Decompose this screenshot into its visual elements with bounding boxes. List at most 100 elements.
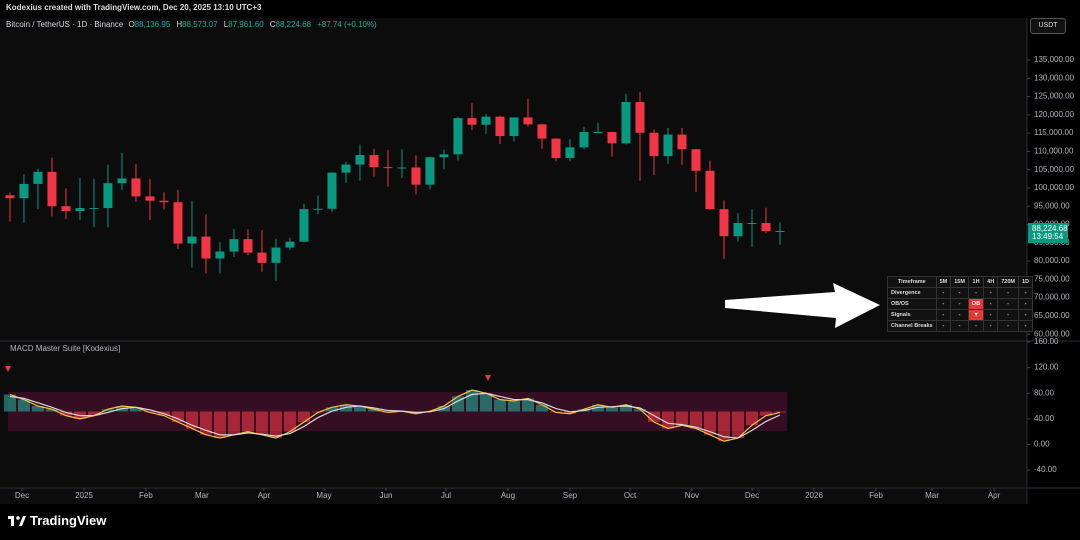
candle-body <box>747 223 757 225</box>
candle-body <box>719 209 729 237</box>
histogram-bar <box>255 411 268 435</box>
candle-body <box>61 206 71 211</box>
histogram-bar <box>493 399 506 412</box>
candle-body <box>509 117 519 137</box>
cell: - <box>935 320 952 332</box>
candle-body <box>159 200 169 203</box>
table-header: Timeframe 5M 15M 1H 4H 720M 1D <box>887 276 1034 288</box>
row-label: Signals <box>887 309 937 321</box>
histogram-bar <box>591 404 604 412</box>
header-cell: 1H <box>967 276 985 288</box>
y-tick-label: 110,000.00 <box>1034 147 1074 156</box>
candle-body <box>705 170 715 210</box>
histogram-bar <box>773 411 786 413</box>
candle-body <box>33 171 43 184</box>
histogram-bar <box>17 399 30 412</box>
histogram-bar <box>241 411 254 432</box>
ohlc-label: O <box>128 20 135 29</box>
histogram-bar <box>367 409 380 412</box>
y-tick-label: 105,000.00 <box>1034 165 1075 174</box>
countdown: 13:49:54 <box>1032 232 1064 241</box>
candle-body <box>733 223 743 237</box>
signal-marker <box>485 375 491 381</box>
histogram-bar <box>563 411 576 414</box>
y-tick-label: 130,000.00 <box>1034 73 1075 82</box>
histogram-bar <box>479 393 492 412</box>
histogram-bar <box>633 409 646 412</box>
candle-body <box>327 172 337 209</box>
cell: - <box>967 320 985 332</box>
candle-body <box>341 164 351 173</box>
candle-body <box>257 252 267 263</box>
cell: - <box>1017 298 1034 310</box>
y-tick-label: -40.00 <box>1034 465 1057 474</box>
x-tick-label: Apr <box>258 491 271 500</box>
y-tick-label: 60,000.00 <box>1034 329 1070 338</box>
ohlc-item: H88,573.07 <box>176 20 220 29</box>
x-tick-label: Apr <box>988 491 1001 500</box>
x-tick-label: May <box>316 491 331 500</box>
candle-body <box>173 202 183 244</box>
cell: - <box>997 287 1019 299</box>
ohlc-value: 88,136.95 <box>134 20 171 29</box>
y-tick-label: 135,000.00 <box>1034 55 1075 64</box>
ohlc-value: 88,224.68 <box>275 20 312 29</box>
candle-body <box>481 116 491 125</box>
histogram-bar <box>661 411 674 429</box>
candle-body <box>495 116 505 137</box>
cell: - <box>1017 309 1034 321</box>
header-cell: Timeframe <box>887 276 937 288</box>
histogram-bar <box>3 394 16 412</box>
candle-body <box>565 147 575 158</box>
y-tick-label: 65,000.00 <box>1034 311 1070 320</box>
histogram-bar <box>339 404 352 412</box>
y-tick-label: 75,000.00 <box>1034 274 1070 283</box>
candle-body <box>663 134 673 157</box>
table-row: Channel Breaks - - - - - - <box>887 320 1034 332</box>
candle-body <box>691 149 701 171</box>
histogram-bar <box>31 406 44 412</box>
histogram-bar <box>703 411 716 435</box>
histogram-bar <box>87 411 100 416</box>
x-tick-label: 2026 <box>805 491 823 500</box>
histogram-bar <box>647 411 660 423</box>
candle-body <box>369 155 379 168</box>
header-cell: 1D <box>1017 276 1034 288</box>
y-tick-label: 120.00 <box>1034 363 1059 372</box>
ohlc-label: C <box>269 20 276 29</box>
candle-body <box>439 154 449 158</box>
cell: - <box>950 287 969 299</box>
annotation-arrow <box>725 283 880 328</box>
candle-body <box>523 117 533 125</box>
candle-body <box>411 167 421 185</box>
histogram-bar <box>59 411 72 416</box>
ohlc-label: L <box>223 20 229 29</box>
y-tick-label: 80.00 <box>1034 388 1055 397</box>
signal-marker <box>5 366 11 372</box>
candle-body <box>103 183 113 209</box>
histogram-bar <box>507 400 520 412</box>
candle-body <box>89 208 99 210</box>
candle-body <box>383 167 393 169</box>
cell: - <box>950 298 969 310</box>
cell: - <box>935 309 952 321</box>
candle-body <box>635 102 645 133</box>
candle-body <box>593 132 603 134</box>
cell: - <box>1017 287 1034 299</box>
currency-button[interactable]: USDT <box>1030 18 1066 34</box>
candle-body <box>187 236 197 244</box>
candle-body <box>117 178 127 184</box>
cell: - <box>1017 320 1034 332</box>
histogram-bar <box>283 411 296 432</box>
candle-body <box>607 132 617 144</box>
x-tick-label: Aug <box>501 491 515 500</box>
y-tick-label: 40.00 <box>1034 414 1055 423</box>
cell: - <box>983 320 999 332</box>
row-label: Divergence <box>887 287 937 299</box>
last-price-box <box>1028 222 1068 243</box>
credit: Kodexius created with TradingView.com, D… <box>6 3 262 12</box>
cell: - <box>997 298 1019 310</box>
candle-body <box>215 251 225 259</box>
x-tick-label: Nov <box>685 491 699 500</box>
